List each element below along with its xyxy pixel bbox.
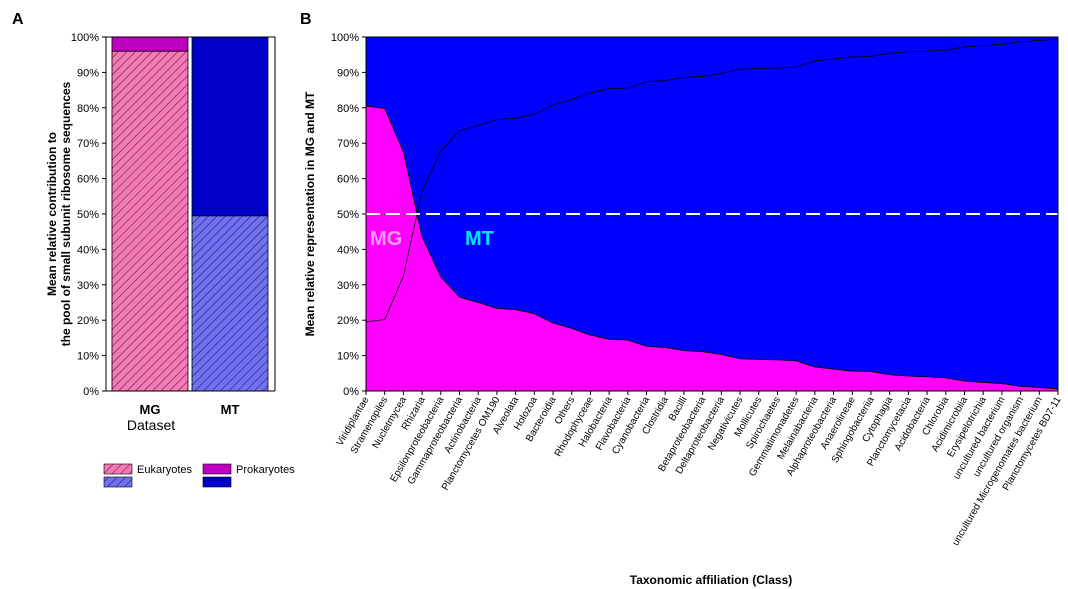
panel-b-y-tick-label: 20% <box>337 315 359 327</box>
panel-a-y-tick-label: 70% <box>77 138 99 150</box>
x-tick-label-mt: MT <box>221 402 240 417</box>
bar-mg-eukaryotes <box>111 50 189 392</box>
bar-mt-prokaryotes <box>191 36 269 217</box>
panel-b-y-tick-label: 10% <box>337 351 359 363</box>
panel-a-bars <box>111 36 269 392</box>
panel-a-y-tick-label: 10% <box>77 351 99 363</box>
panel-b-x-axis-label: Taxonomic affiliation (Class) <box>630 573 792 587</box>
legend-swatch-prokaryotes-2 <box>202 476 232 488</box>
panel-a-legend: Eukaryotes Prokaryotes <box>103 463 295 488</box>
mg-annotation: MG <box>370 228 402 250</box>
panel-a-y-tick-label: 80% <box>77 103 99 115</box>
line-mt-share <box>365 38 1059 323</box>
panel-b-y-tick-label: 90% <box>337 67 359 79</box>
panel-b-y-axis-label: Mean relative representation in MG and M… <box>303 91 317 336</box>
panel-a-y-axis-label-line-2: the pool of small subunit ribosome seque… <box>59 81 73 346</box>
panel-a-y-tick-label: 30% <box>77 280 99 292</box>
panel-b-plot-area <box>365 36 1059 392</box>
panel-b-y-tick-label: 0% <box>343 386 359 398</box>
panel-a-x-axis-label: Dataset <box>127 417 175 433</box>
legend-swatch-eukaryotes-2 <box>103 476 133 488</box>
panel-b-area-chart: B 0%10%20%30%40%50%60%70%80%90%100%Virid… <box>300 11 1064 587</box>
x-tick-label-mg: MG <box>140 402 161 417</box>
panel-b-y-tick-label: 30% <box>337 280 359 292</box>
legend-label-prokaryotes: Prokaryotes <box>236 464 295 476</box>
panel-a-y-axis-label-line-1: Mean relative contribution to <box>45 132 59 296</box>
panel-a-letter: A <box>12 11 24 28</box>
area-mg <box>365 105 1059 392</box>
panel-a-axes: MG MT 0% 10% 20% 30% 40% 50% 60% 70% 80% 90% 100% <box>71 32 276 417</box>
mt-annotation: MT <box>465 228 494 250</box>
panel-a-y-tick-label: 90% <box>77 67 99 79</box>
bar-mt-eukaryotes <box>191 215 269 392</box>
panel-a-y-tick-label: 40% <box>77 244 99 256</box>
legend-swatch-eukaryotes-1 <box>103 463 133 475</box>
panel-b-y-tick-label: 100% <box>331 32 359 44</box>
panel-b-y-tick-label: 70% <box>337 138 359 150</box>
panel-a-y-tick-label: 60% <box>77 174 99 186</box>
bar-mg-prokaryotes <box>111 36 189 52</box>
panel-b-letter: B <box>300 11 312 28</box>
panel-a-y-tick-label: 20% <box>77 315 99 327</box>
panel-a-bar-chart: A MG MT0%10%20%30%40%50%60%70%80%90%100% … <box>12 11 295 488</box>
panel-a-y-tick-label: 50% <box>77 209 99 221</box>
panel-a-y-tick-label: 0% <box>83 386 99 398</box>
panel-b-y-tick-label: 60% <box>337 174 359 186</box>
panel-b-y-tick-label: 80% <box>337 103 359 115</box>
panel-b-y-tick-label: 50% <box>337 209 359 221</box>
legend-swatch-prokaryotes-1 <box>202 463 232 475</box>
panel-b-y-tick-label: 40% <box>337 244 359 256</box>
legend-label-eukaryotes: Eukaryotes <box>137 464 193 476</box>
panel-a-y-tick-label: 100% <box>71 32 99 44</box>
